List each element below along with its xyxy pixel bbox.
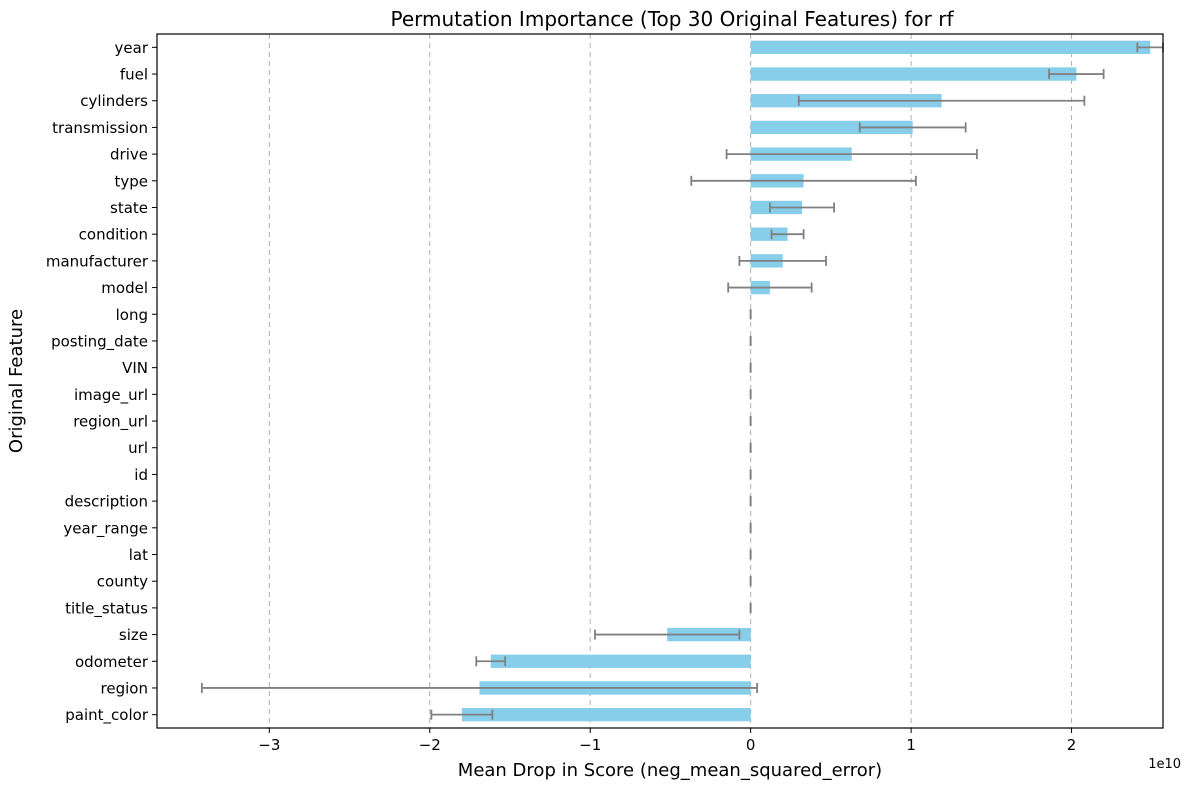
chart-title: Permutation Importance (Top 30 Original … bbox=[390, 7, 954, 31]
y-tick-label-year_range: year_range bbox=[63, 519, 148, 538]
y-tick-label-transmission: transmission bbox=[52, 119, 148, 137]
y-tick-label-description: description bbox=[65, 493, 148, 511]
x-tick-label: −2 bbox=[419, 736, 441, 754]
x-axis-ticks: −3 −2 −1 0 1 2 bbox=[258, 728, 1076, 754]
y-tick-label-fuel: fuel bbox=[120, 66, 148, 84]
y-tick-label-county: county bbox=[97, 573, 148, 591]
plot-frame bbox=[156, 33, 1164, 729]
y-tick-label-paint_color: paint_color bbox=[65, 706, 149, 725]
x-tick-label: 0 bbox=[746, 736, 756, 754]
x-axis-offset-label: 1e10 bbox=[1148, 757, 1181, 772]
y-tick-label-title_status: title_status bbox=[65, 599, 148, 618]
bar-odometer bbox=[490, 654, 751, 668]
y-tick-label-type: type bbox=[114, 172, 148, 190]
bar-paint_color bbox=[461, 707, 751, 722]
y-tick-label-image_url: image_url bbox=[74, 386, 148, 405]
y-axis-ticks: year fuel cylinders transmission drive type st… bbox=[46, 39, 157, 725]
bar-condition bbox=[750, 227, 788, 241]
y-tick-label-region_url: region_url bbox=[73, 413, 148, 432]
grid-lines bbox=[268, 34, 1073, 728]
y-tick-label-year: year bbox=[115, 39, 149, 57]
y-axis-label: Original Feature bbox=[6, 309, 27, 453]
y-tick-label-manufacturer: manufacturer bbox=[46, 252, 149, 270]
x-tick-label: 1 bbox=[906, 736, 916, 754]
bar-transmission bbox=[750, 120, 913, 135]
y-tick-label-id: id bbox=[134, 466, 148, 484]
x-tick-label: −1 bbox=[579, 736, 601, 754]
y-tick-label-lat: lat bbox=[129, 546, 148, 564]
error-bars bbox=[201, 42, 1164, 720]
y-tick-label-region: region bbox=[101, 679, 148, 697]
y-tick-label-VIN: VIN bbox=[122, 359, 148, 377]
bar-year bbox=[750, 40, 1151, 55]
y-tick-label-size: size bbox=[119, 626, 148, 644]
bar-fuel bbox=[750, 67, 1077, 81]
x-tick-label: 2 bbox=[1067, 736, 1077, 754]
x-tick-label: −3 bbox=[258, 736, 280, 754]
y-tick-label-long: long bbox=[116, 306, 148, 324]
y-tick-label-model: model bbox=[101, 279, 148, 297]
y-tick-label-drive: drive bbox=[110, 146, 148, 164]
y-tick-label-posting_date: posting_date bbox=[51, 332, 148, 351]
y-tick-label-url: url bbox=[128, 439, 148, 457]
y-tick-label-condition: condition bbox=[79, 226, 148, 244]
x-axis-label: Mean Drop in Score (neg_mean_squared_err… bbox=[458, 760, 882, 781]
bars bbox=[461, 40, 1151, 722]
y-tick-label-state: state bbox=[110, 199, 148, 217]
y-tick-label-cylinders: cylinders bbox=[80, 92, 148, 110]
y-tick-label-odometer: odometer bbox=[75, 653, 149, 671]
